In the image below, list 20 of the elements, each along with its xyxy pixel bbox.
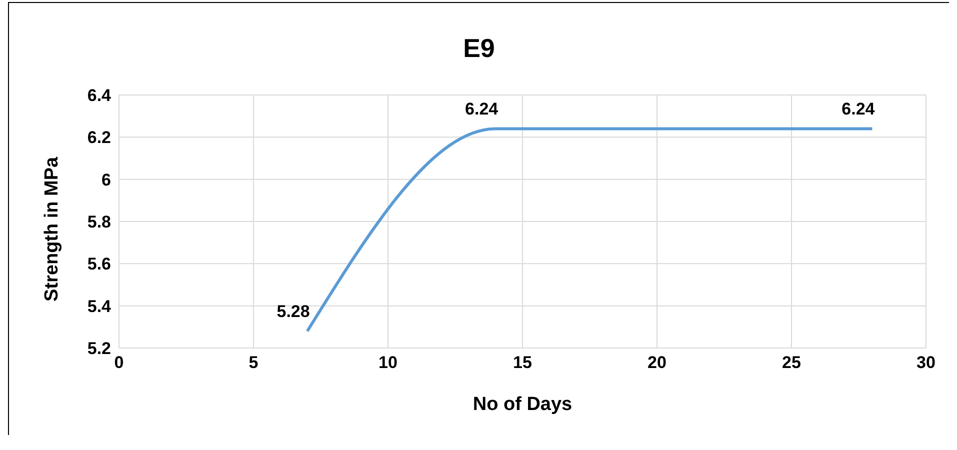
x-tick-label: 0 <box>114 353 124 372</box>
chart-title: E9 <box>462 33 496 64</box>
data-label: 6.24 <box>842 100 876 119</box>
x-tick-label: 5 <box>248 353 258 372</box>
x-tick-label: 10 <box>378 353 398 372</box>
y-tick-label: 6.4 <box>87 86 112 106</box>
x-tick-label: 30 <box>916 353 936 372</box>
y-axis-title: Strength in MPa <box>42 156 63 302</box>
y-tick-label: 5.4 <box>87 296 112 316</box>
y-tick-label: 6.2 <box>87 128 111 148</box>
x-tick-label: 25 <box>782 353 801 372</box>
y-tick-label: 6 <box>102 170 111 190</box>
data-label: 6.24 <box>465 100 499 119</box>
y-tick-label: 5.2 <box>87 339 111 358</box>
x-tick-label: 20 <box>648 353 666 372</box>
y-tick-label: 5.6 <box>87 254 111 274</box>
y-tick-label: 5.8 <box>87 212 111 232</box>
x-axis-title: No of Days <box>472 394 572 415</box>
x-tick-label: 15 <box>513 353 532 372</box>
data-label: 5.28 <box>276 302 310 322</box>
